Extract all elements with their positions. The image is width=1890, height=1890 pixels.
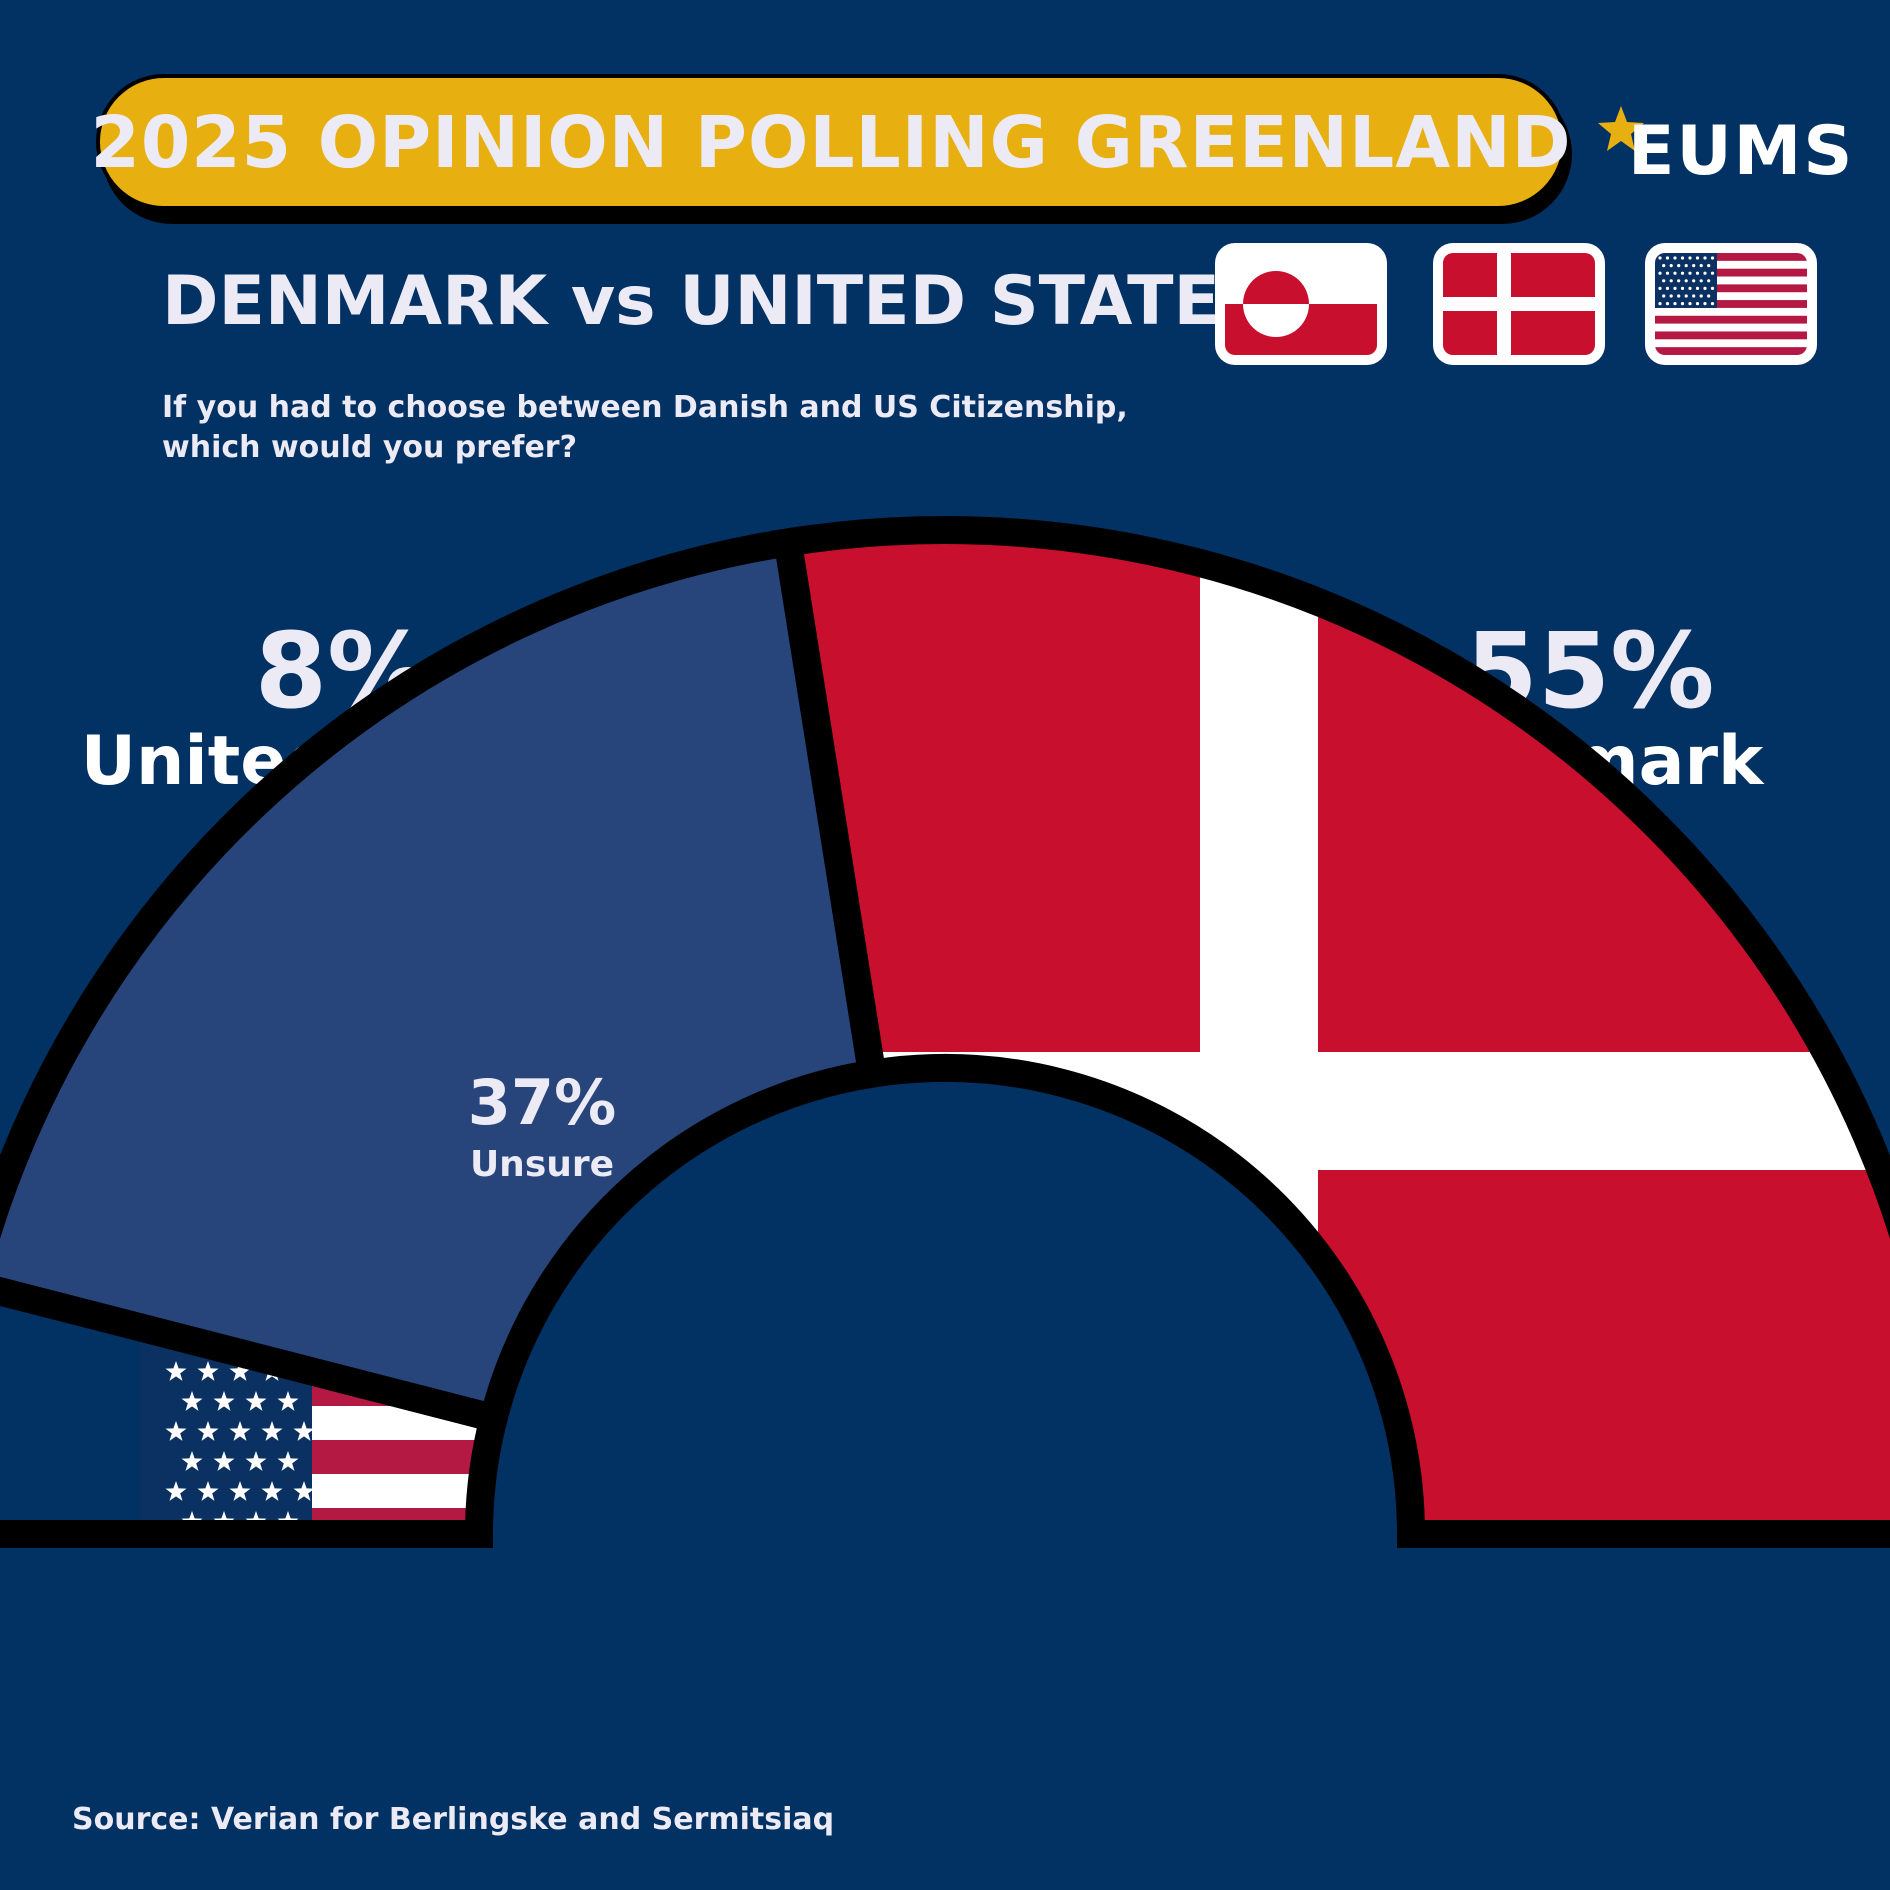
us-star: [181, 1391, 203, 1411]
logo-text: EUMS: [1628, 112, 1855, 191]
us-star: [197, 1481, 219, 1501]
denmark-flag-icon: [1433, 243, 1605, 365]
unsure-percent: 37%: [468, 1066, 616, 1139]
us-flag-icon: [1645, 243, 1817, 365]
us-star: [293, 1481, 315, 1501]
us-star: [277, 1451, 299, 1471]
us-star: [261, 1421, 283, 1441]
question-line-1: If you had to choose between Danish and …: [162, 390, 1128, 425]
us-star: [229, 1361, 251, 1381]
survey-question: If you had to choose between Danish and …: [162, 388, 1262, 468]
us-star: [229, 1421, 251, 1441]
us-star: [293, 1421, 315, 1441]
us-star: [261, 1481, 283, 1501]
us-star: [181, 1451, 203, 1471]
us-star: [245, 1391, 267, 1411]
denmark-slice-outline: [771, 516, 1890, 1548]
us-star: [165, 1481, 187, 1501]
us-star: [165, 1421, 187, 1441]
question-line-2: which would you prefer?: [162, 430, 578, 465]
us-star: [245, 1451, 267, 1471]
us-slice-outline: [0, 1276, 511, 1548]
source-note: Source: Verian for Berlingske and Sermit…: [72, 1802, 835, 1837]
us-star: [229, 1481, 251, 1501]
eums-logo: EUMS: [1596, 104, 1852, 194]
us-star: [213, 1451, 235, 1471]
title-banner: 2025 OPINION POLLING GREENLAND: [90, 74, 1571, 210]
unsure-slice-outline: [0, 526, 889, 1436]
us-star: [197, 1421, 219, 1441]
greenland-flag-icon: [1215, 243, 1387, 365]
us-star: [165, 1361, 187, 1381]
page-title: 2025 OPINION POLLING GREENLAND: [90, 100, 1572, 184]
subtitle: DENMARK vs UNITED STATES: [162, 262, 1269, 341]
us-star: [277, 1391, 299, 1411]
unsure-label: Unsure: [470, 1144, 614, 1185]
us-star: [197, 1361, 219, 1381]
us-star: [213, 1391, 235, 1411]
star-icon: [1598, 106, 1644, 151]
denmark-cross-vertical: [1200, 530, 1318, 1534]
